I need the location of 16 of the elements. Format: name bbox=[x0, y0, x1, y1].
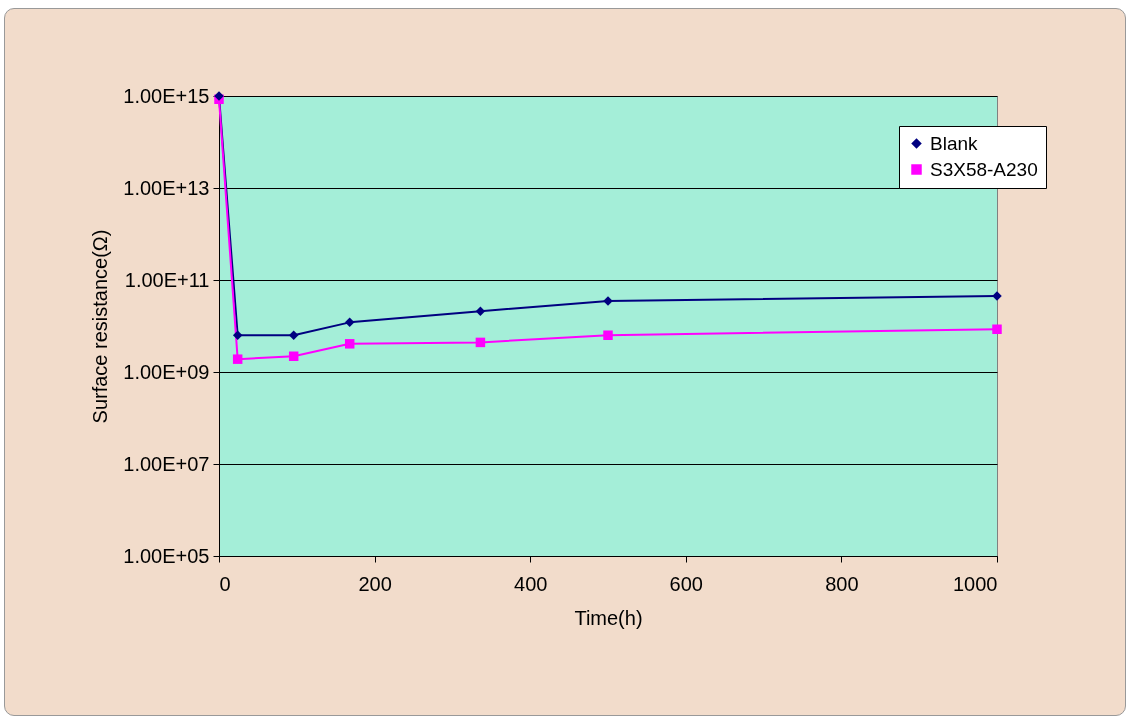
x-tick-label: 600 bbox=[669, 572, 703, 595]
y-tick-label: 1.00E+09 bbox=[123, 360, 210, 383]
x-tick-label: 800 bbox=[825, 572, 859, 595]
y-tick-label: 1.00E+13 bbox=[123, 176, 210, 199]
x-tick-label: 400 bbox=[514, 572, 548, 595]
y-tick-label: 1.00E+05 bbox=[123, 544, 210, 567]
legend-label: Blank bbox=[930, 132, 979, 154]
x-tick-label: 1000 bbox=[953, 572, 998, 595]
y-tick-label: 1.00E+11 bbox=[124, 268, 210, 291]
y-tick-label: 1.00E+07 bbox=[123, 452, 210, 475]
x-axis-title: Time(h) bbox=[574, 606, 643, 629]
y-tick-label: 1.00E+15 bbox=[123, 84, 210, 107]
y-axis-title: Surface resistance(Ω) bbox=[89, 229, 112, 424]
legend-label: S3X58-A230 bbox=[930, 158, 1038, 180]
x-tick-label: 0 bbox=[219, 572, 231, 595]
x-tick-label: 200 bbox=[358, 572, 392, 595]
